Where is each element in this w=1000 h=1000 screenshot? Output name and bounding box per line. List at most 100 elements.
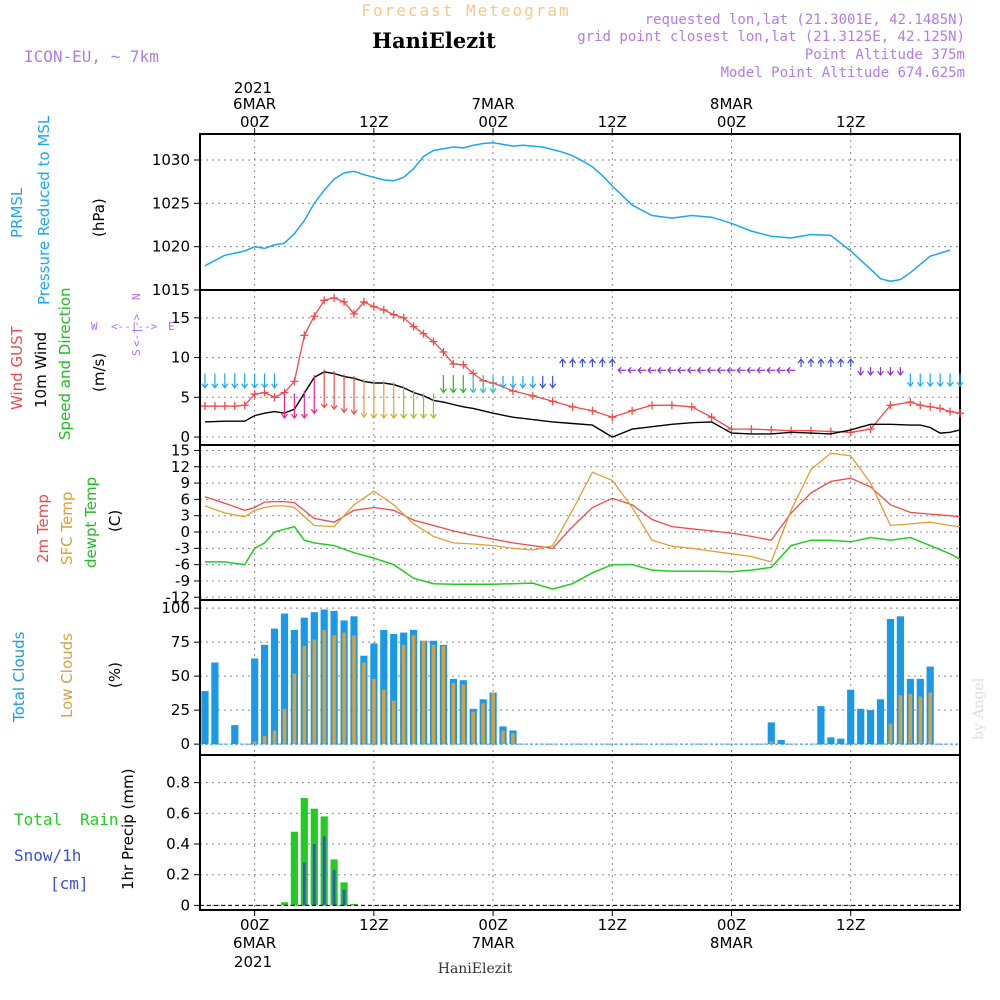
product-title: Forecast Meteogram <box>361 1 570 20</box>
cloud-panel-labels: Total Clouds Low Clouds (%) <box>10 631 124 723</box>
arrow-head <box>231 383 239 389</box>
gust-point <box>667 401 676 410</box>
gust-point <box>936 404 945 413</box>
wind-direction-arrow <box>261 373 269 389</box>
gust-point <box>300 331 309 340</box>
arrow-head <box>469 388 477 394</box>
low-cloud-bar <box>352 635 356 745</box>
arrow-head <box>756 366 761 374</box>
wind-direction-arrow <box>439 375 447 394</box>
wind-direction-arrow <box>956 373 964 388</box>
gust-point <box>230 402 239 411</box>
precip-total-label: Total <box>14 810 62 829</box>
wind-direction-arrow <box>926 373 934 388</box>
arrow-head <box>519 383 527 389</box>
low-cloud-bar <box>451 682 456 745</box>
top-year-label: 2021 <box>234 79 272 97</box>
arrow-head <box>251 383 259 389</box>
arrow-head <box>926 381 934 388</box>
y-tick-label: 0.2 <box>166 866 190 884</box>
wind-direction-arrow <box>657 366 666 374</box>
wind-direction-arrow <box>350 375 358 415</box>
arrow-head <box>906 381 914 388</box>
pressure-line <box>204 141 951 283</box>
panel-5: 0 0.2 0.4 0.6 0.8 <box>166 754 961 914</box>
wind-direction-arrow <box>736 366 746 374</box>
gust-point <box>886 401 895 410</box>
wind-direction-arrow <box>617 366 627 374</box>
gust-point <box>956 409 964 418</box>
gust-point <box>449 359 458 368</box>
total-cloud-bar <box>280 613 289 745</box>
wind-panel-labels: Wind GUST 10m Wind Speed and Direction (… <box>8 287 175 440</box>
wind-direction-arrow <box>686 366 696 374</box>
gust-point <box>528 391 537 400</box>
total-cloud-bar <box>867 710 875 745</box>
y-tick-label: 15 <box>171 441 190 459</box>
top-date-label: 8MAR <box>710 95 753 113</box>
low-cloud-bar <box>411 635 416 745</box>
gust-point <box>379 305 388 314</box>
wind-direction-arrow <box>896 367 904 377</box>
wind-direction-arrow <box>489 375 497 394</box>
pressure-panel-labels: PRMSL Pressure Reduced to MSL (hPa) <box>8 115 108 305</box>
wind-direction-arrow <box>310 375 318 415</box>
wind-direction-arrow <box>360 379 368 419</box>
arrow-head <box>201 383 209 389</box>
gust-point <box>290 377 299 386</box>
wind-direction-arrow <box>906 373 914 388</box>
wind-direction-arrow <box>569 358 577 368</box>
gust-point <box>687 402 696 411</box>
wind-direction-arrow <box>886 367 894 377</box>
total-cloud-bar <box>380 629 388 745</box>
y-tick-label: 3 <box>180 507 190 525</box>
low-cloud-bar <box>431 644 436 745</box>
gust-point <box>240 401 249 410</box>
wind-gust-label: Wind GUST <box>8 325 26 410</box>
arrow-head <box>261 383 269 389</box>
total-cloud-bar <box>886 619 895 745</box>
dewpt-line <box>205 525 961 590</box>
speed-direction-label: Speed and Direction <box>56 287 74 440</box>
low-cloud-bar <box>391 700 396 745</box>
wind-direction-arrow <box>746 366 756 374</box>
total-cloud-bar <box>251 658 259 745</box>
gust-point <box>320 296 329 305</box>
low-cloud-bar <box>481 703 485 745</box>
y-tick-label: 75 <box>171 633 190 651</box>
arrow-head <box>736 366 741 374</box>
low-cloud-bar <box>282 708 287 745</box>
arrow-head <box>637 366 642 374</box>
gust-point <box>310 312 319 321</box>
arrow-head <box>676 366 682 374</box>
total-cloud-bar <box>201 691 209 745</box>
y-tick-label: 15 <box>171 309 190 327</box>
wind-direction-arrow <box>340 374 348 414</box>
wind-direction-arrow <box>241 373 249 389</box>
low-cloud-bar <box>769 741 774 745</box>
wind-direction-arrow <box>837 358 845 368</box>
total-cloud-bar <box>270 628 279 745</box>
wind-direction-arrow <box>726 366 736 374</box>
low-cloud-bar <box>491 692 495 745</box>
sfc-temp-line <box>204 452 961 563</box>
arrow-head <box>817 358 825 364</box>
wind-unit-label: (m/s) <box>90 353 108 392</box>
low-clouds-label: Low Clouds <box>58 633 76 718</box>
compass-vertical-arrows: <-|-> <box>130 314 143 347</box>
compass-horizontal-arrows: <--|--> <box>111 320 158 333</box>
bottom-time-label: 00Z <box>478 916 507 934</box>
wind-direction-arrow <box>579 358 586 368</box>
arrow-head <box>598 358 606 364</box>
gust-point <box>330 293 339 302</box>
low-cloud-bar <box>272 730 277 745</box>
total-cloud-bar <box>231 725 239 745</box>
arrow-head <box>776 366 781 374</box>
y-tick-label: -9 <box>175 572 190 590</box>
bottom-time-label: 12Z <box>836 916 865 934</box>
gust-point <box>707 413 716 422</box>
snow-bar <box>342 890 346 906</box>
arrow-head <box>827 358 835 364</box>
